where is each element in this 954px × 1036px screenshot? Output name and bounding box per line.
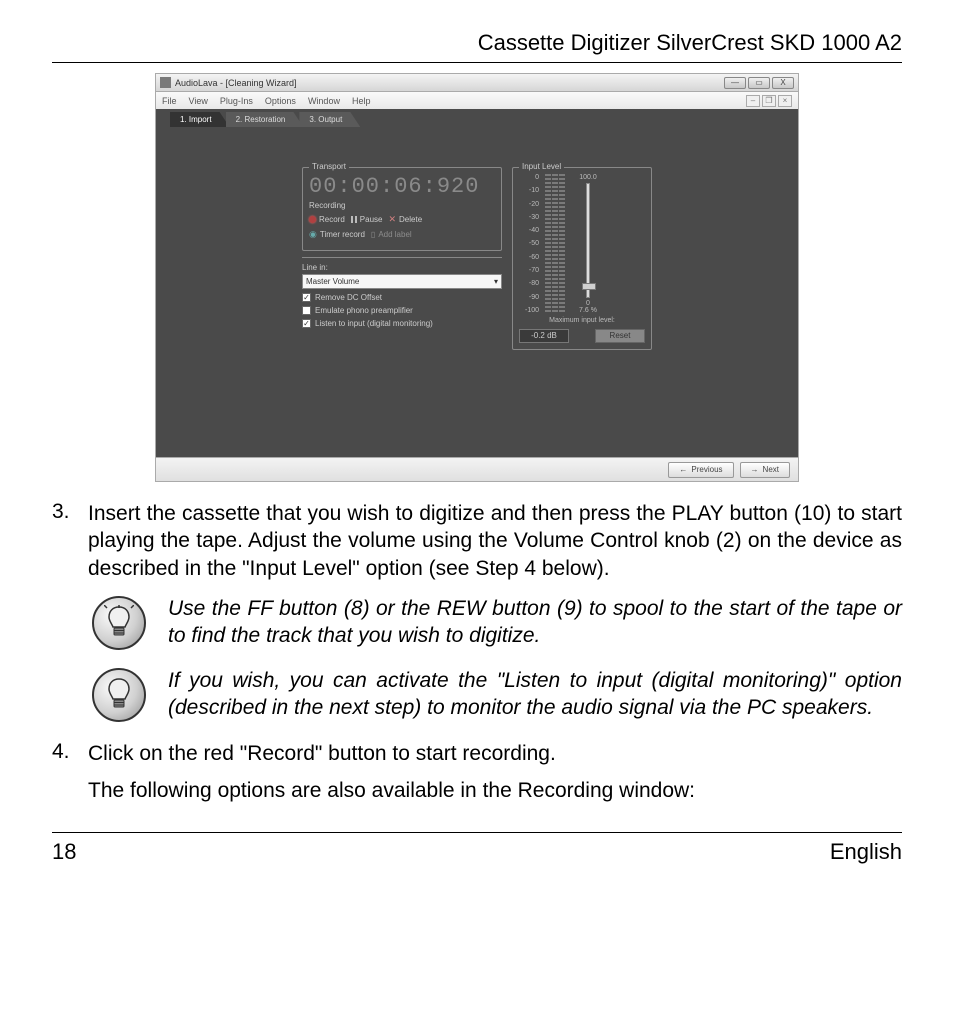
menu-window[interactable]: Window xyxy=(308,96,340,106)
wizard-footer: ←Previous →Next xyxy=(156,457,798,481)
chevron-down-icon: ▾ xyxy=(494,277,498,286)
tip-1-text: Use the FF button (8) or the REW button … xyxy=(168,596,902,650)
listen-input-checkbox[interactable]: ✓Listen to input (digital monitoring) xyxy=(302,319,502,328)
page-language: English xyxy=(830,839,902,865)
arrow-left-icon: ← xyxy=(679,465,687,474)
slider-thumb[interactable] xyxy=(582,283,596,290)
slider-max-label: 100.0 xyxy=(579,174,597,181)
transport-group: Transport 00:00:06:920 Recording Record … xyxy=(302,167,502,251)
timer-record-button[interactable]: ◉Timer record xyxy=(309,229,365,240)
transport-status: Recording xyxy=(309,201,495,210)
delete-button[interactable]: ✕Delete xyxy=(388,214,422,225)
window-title: AudioLava - [Cleaning Wizard] xyxy=(175,78,724,88)
slider-pct: 7.6 % xyxy=(579,307,597,314)
minimize-button[interactable]: — xyxy=(724,77,746,89)
maximize-button[interactable]: ▭ xyxy=(748,77,770,89)
menu-help[interactable]: Help xyxy=(352,96,371,106)
workspace: Transport 00:00:06:920 Recording Record … xyxy=(156,127,798,457)
step-3-number: 3. xyxy=(52,500,88,582)
app-window: AudioLava - [Cleaning Wizard] — ▭ X File… xyxy=(155,73,799,482)
linein-label: Line in: xyxy=(302,263,502,272)
step-4-text-b: The following options are also available… xyxy=(88,777,902,804)
tab-restoration[interactable]: 2. Restoration xyxy=(226,112,304,127)
input-level-group: Input Level 0 -10 -20 -30 -40 -50 -60 -7… xyxy=(512,167,652,350)
level-meter xyxy=(545,174,565,314)
step-3-text: Insert the cassette that you wish to dig… xyxy=(88,500,902,582)
max-input-value: -0.2 dB xyxy=(519,329,569,343)
remove-dc-checkbox[interactable]: ✓Remove DC Offset xyxy=(302,293,502,302)
add-label-button[interactable]: ▯Add label xyxy=(371,230,412,239)
tip-2-text: If you wish, you can activate the "Liste… xyxy=(168,668,902,722)
mdi-minimize-button[interactable]: – xyxy=(746,95,760,107)
mdi-restore-button[interactable]: ❐ xyxy=(762,95,776,107)
pause-icon xyxy=(351,216,357,223)
window-titlebar: AudioLava - [Cleaning Wizard] — ▭ X xyxy=(156,74,798,92)
wizard-tabstrip: 1. Import 2. Restoration 3. Output xyxy=(156,109,798,127)
transport-legend: Transport xyxy=(309,162,349,171)
step-4-text-a: Click on the red "Record" button to star… xyxy=(88,740,902,767)
page-header-title: Cassette Digitizer SilverCrest SKD 1000 … xyxy=(52,30,902,63)
pause-button[interactable]: Pause xyxy=(351,215,383,224)
linein-select[interactable]: Master Volume ▾ xyxy=(302,274,502,289)
meter-scale: 0 -10 -20 -30 -40 -50 -60 -70 -80 -90 -1… xyxy=(519,174,539,314)
slider-min-label: 0 xyxy=(586,300,590,307)
emulate-phono-checkbox[interactable]: Emulate phono preamplifier xyxy=(302,306,502,315)
app-icon xyxy=(160,77,171,88)
mdi-close-button[interactable]: × xyxy=(778,95,792,107)
menu-view[interactable]: View xyxy=(189,96,208,106)
menu-options[interactable]: Options xyxy=(265,96,296,106)
max-input-label: Maximum input level: xyxy=(519,317,645,324)
close-button[interactable]: X xyxy=(772,77,794,89)
input-level-legend: Input Level xyxy=(519,162,564,171)
input-level-slider[interactable] xyxy=(586,183,590,298)
delete-icon: ✕ xyxy=(388,214,396,225)
transport-timer: 00:00:06:920 xyxy=(309,174,495,199)
menu-file[interactable]: File xyxy=(162,96,177,106)
record-icon xyxy=(309,216,316,223)
tab-import[interactable]: 1. Import xyxy=(170,112,230,127)
step-4-number: 4. xyxy=(52,740,88,805)
record-button[interactable]: Record xyxy=(309,215,345,224)
arrow-right-icon: → xyxy=(751,465,759,474)
next-button[interactable]: →Next xyxy=(740,462,790,478)
lightbulb-icon xyxy=(92,668,146,722)
menu-bar: File View Plug-Ins Options Window Help –… xyxy=(156,92,798,109)
timer-icon: ◉ xyxy=(309,229,317,240)
lightbulb-icon xyxy=(92,596,146,650)
previous-button[interactable]: ←Previous xyxy=(668,462,733,478)
label-icon: ▯ xyxy=(371,230,375,239)
tab-output[interactable]: 3. Output xyxy=(299,112,360,127)
page-number: 18 xyxy=(52,839,76,865)
reset-button[interactable]: Reset xyxy=(595,329,645,343)
menu-plugins[interactable]: Plug-Ins xyxy=(220,96,253,106)
